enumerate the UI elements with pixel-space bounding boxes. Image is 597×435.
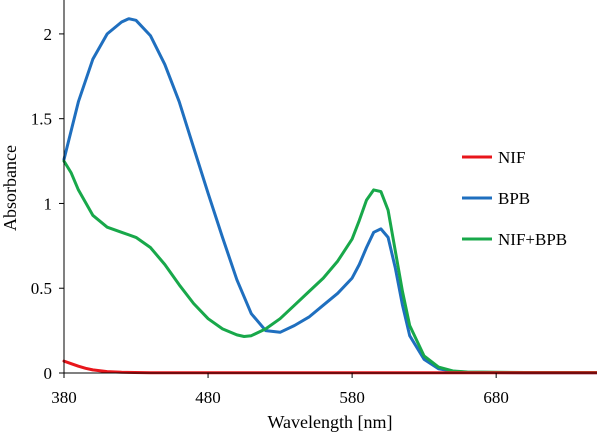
- y-tick-label: 0: [44, 364, 53, 383]
- legend-label-nif: NIF: [498, 148, 525, 167]
- x-axis-title: Wavelength [nm]: [267, 412, 392, 432]
- x-tick-label: 480: [195, 388, 221, 407]
- x-tick-label: 680: [483, 388, 509, 407]
- y-axis-title: Absorbance: [0, 145, 20, 231]
- axes: 0 0.5 1 1.5 2 380 480 580 680: [31, 0, 597, 407]
- legend: NIF BPB NIF+BPB: [462, 148, 567, 249]
- series-line-nif-bpb: [62, 159, 597, 374]
- x-tick-label: 580: [339, 388, 365, 407]
- series-line-bpb: [62, 17, 597, 375]
- legend-label-bpb: BPB: [498, 189, 530, 208]
- y-tick-label: 0.5: [31, 279, 52, 298]
- y-tick-label: 1.5: [31, 110, 52, 129]
- y-tick-label: 1: [44, 194, 53, 213]
- x-tick-label: 380: [51, 388, 77, 407]
- y-tick-label: 2: [44, 25, 53, 44]
- legend-label-nif-bpb: NIF+BPB: [498, 230, 567, 249]
